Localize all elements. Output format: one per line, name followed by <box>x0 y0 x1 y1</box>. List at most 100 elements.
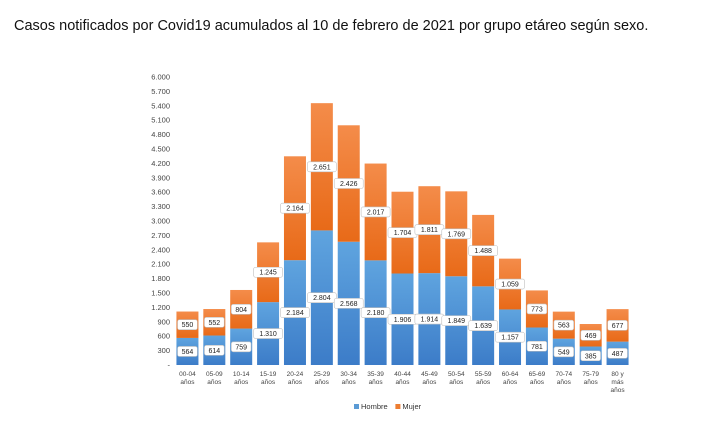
x-tick-label: años <box>234 379 249 386</box>
data-label: 550 <box>182 322 194 329</box>
data-label: 1.849 <box>447 318 465 325</box>
y-tick-label: 5.100 <box>151 116 170 125</box>
legend-swatch-mujer <box>395 404 401 409</box>
data-label: 677 <box>612 323 624 330</box>
data-label: 1.704 <box>394 230 412 237</box>
y-tick-label: 1.500 <box>151 289 170 298</box>
legend-label-mujer: Mujer <box>402 402 421 411</box>
y-tick-label: 5.400 <box>151 101 170 110</box>
data-label: 549 <box>558 349 570 356</box>
data-label: 759 <box>235 344 247 351</box>
y-tick-label: 3.300 <box>151 202 170 211</box>
y-tick-label: 3.000 <box>151 217 170 226</box>
data-label-box <box>360 307 391 318</box>
data-label-box <box>580 350 601 362</box>
x-tick-label: 25-29 <box>314 371 331 378</box>
data-label: 2.804 <box>313 295 331 302</box>
x-tick-label: 20-24 <box>287 371 304 378</box>
data-label-box <box>468 320 498 331</box>
data-label-box <box>495 331 525 343</box>
data-label: 1.310 <box>259 331 277 338</box>
x-tick-label: más <box>611 379 624 386</box>
data-label: 1.488 <box>474 248 492 255</box>
legend-swatch-hombre <box>354 404 359 409</box>
data-label-box <box>307 292 337 304</box>
data-label: 1.245 <box>259 270 277 277</box>
data-label: 1.769 <box>447 231 465 238</box>
x-tick-label: años <box>180 379 195 386</box>
data-label: 469 <box>585 333 597 340</box>
y-tick-label: 1.200 <box>151 303 170 312</box>
y-tick-label: 3.600 <box>151 188 170 197</box>
data-label-box <box>204 344 225 356</box>
data-label-box <box>607 348 628 359</box>
x-tick-label: años <box>342 379 357 386</box>
data-label: 2.426 <box>340 181 358 188</box>
y-tick-label: 1.800 <box>151 274 170 283</box>
data-label: 2.164 <box>286 206 304 213</box>
x-tick-label: 60-64 <box>502 371 519 378</box>
x-tick-label: 55-59 <box>475 371 492 378</box>
data-label-box <box>333 178 364 189</box>
data-label-box <box>495 278 525 290</box>
data-label-box <box>231 303 252 315</box>
legend: Hombre Mujer <box>354 402 422 411</box>
data-label-box <box>553 346 574 358</box>
y-tick-label: 6.000 <box>151 73 170 82</box>
x-tick-label: 40-44 <box>394 371 411 378</box>
x-tick-label: 75-79 <box>582 371 599 378</box>
y-tick-label: - <box>168 361 171 370</box>
x-tick-label: 00-04 <box>179 371 196 378</box>
data-label-box <box>177 346 198 357</box>
y-tick-label: 600 <box>157 332 170 341</box>
data-label: 1.906 <box>394 317 412 324</box>
x-tick-label: años <box>395 379 410 386</box>
y-tick-label: 4.200 <box>151 159 170 168</box>
data-label-box <box>441 228 472 240</box>
x-tick-label: 30-34 <box>340 371 357 378</box>
data-label-box <box>360 206 391 218</box>
data-label-box <box>307 161 337 173</box>
data-label: 1.157 <box>501 335 519 342</box>
x-axis: 00-04años05-09años10-14años15-19años20-2… <box>179 371 625 394</box>
x-tick-label: años <box>449 379 464 386</box>
x-tick-label: años <box>503 379 518 386</box>
data-label-box <box>280 202 310 214</box>
data-label: 487 <box>612 351 624 358</box>
data-label-box <box>177 319 198 331</box>
data-label: 1.639 <box>474 323 492 330</box>
y-tick-label: 300 <box>157 346 170 355</box>
chart-title: Casos notificados por Covid19 acumulados… <box>14 18 649 34</box>
x-tick-label: 65-69 <box>529 371 546 378</box>
x-tick-label: 05-09 <box>206 371 223 378</box>
x-tick-label: años <box>584 379 599 386</box>
data-label: 552 <box>208 320 220 327</box>
x-tick-label: años <box>530 379 545 386</box>
data-label-box <box>280 307 310 318</box>
x-tick-label: años <box>261 379 276 386</box>
data-label: 564 <box>182 349 194 356</box>
data-label: 773 <box>531 306 543 313</box>
data-label: 1.811 <box>421 227 438 234</box>
x-tick-label: años <box>476 379 491 386</box>
data-label-box <box>526 340 548 352</box>
data-label: 2.651 <box>313 164 331 171</box>
data-label-box <box>468 245 498 256</box>
data-label-box <box>607 320 628 331</box>
data-label: 2.184 <box>286 310 304 317</box>
x-tick-label: años <box>422 379 437 386</box>
y-tick-label: 2.700 <box>151 231 170 240</box>
y-tick-label: 4.500 <box>151 145 170 154</box>
y-tick-label: 2.400 <box>151 245 170 254</box>
y-tick-label: 3.900 <box>151 173 170 182</box>
data-label-box <box>580 329 601 341</box>
x-tick-label: 80 y <box>611 371 624 378</box>
x-tick-label: 45-49 <box>421 371 438 378</box>
x-tick-label: 70-74 <box>555 371 572 378</box>
x-tick-label: 10-14 <box>233 371 250 378</box>
y-tick-label: 900 <box>157 317 170 326</box>
x-tick-label: años <box>315 379 330 386</box>
x-tick-label: 15-19 <box>260 371 277 378</box>
data-label-box <box>553 319 574 331</box>
